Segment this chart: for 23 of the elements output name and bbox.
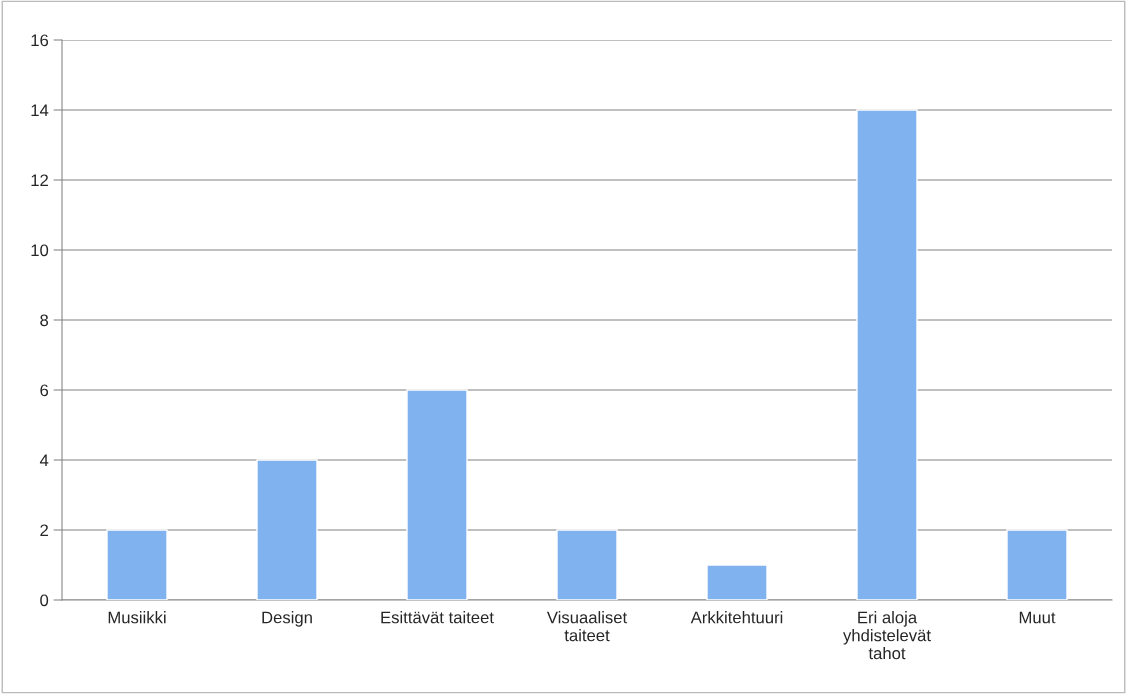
y-tick-label: 14 [31,104,49,117]
x-tick-label: Visuaaliset taiteet [546,611,628,642]
x-tick-label: Design [262,611,312,627]
bar [856,109,918,600]
y-tick-label: 4 [39,454,49,467]
bar [706,564,768,600]
x-tick-label: Eri aloja yhdistelevät tahot [843,611,931,660]
x-tick-label: Arkkitehtuuri [690,611,783,624]
bar [106,529,168,600]
x-tick-label: Esittävät taiteet [381,611,494,624]
y-tick-label: 12 [31,174,48,187]
y-tick-label: 10 [31,244,49,257]
bar [406,389,468,600]
y-tick-label: 2 [40,524,48,537]
y-tick-label: 6 [40,384,49,397]
y-tick-label: 16 [31,34,49,47]
bar [256,459,318,600]
bar [1006,529,1068,600]
bar [556,529,618,600]
x-tick-label: Musiikki [108,611,166,624]
y-tick-label: 0 [40,594,49,607]
y-tick-label: 8 [40,314,49,327]
x-tick-label: Muut [1019,611,1056,624]
